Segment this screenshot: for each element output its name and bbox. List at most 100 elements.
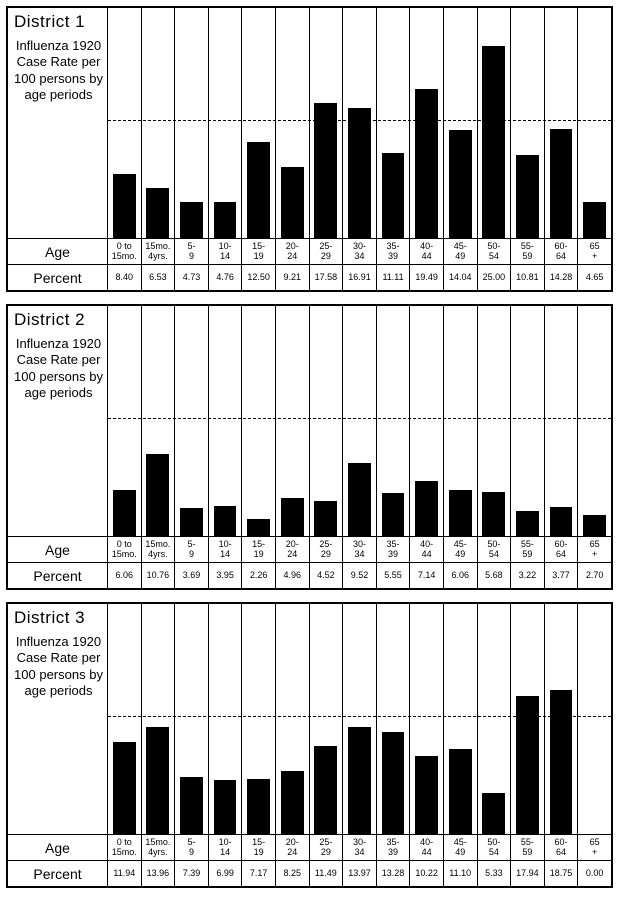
bar-column <box>377 8 411 238</box>
percent-row-label: Percent <box>8 861 108 886</box>
bar-column <box>478 8 512 238</box>
percent-cell: 3.69 <box>175 563 209 588</box>
age-cell: 45- 49 <box>444 239 478 264</box>
percent-cell: 7.17 <box>242 861 276 886</box>
age-cell: 0 to 15mo. <box>108 239 142 264</box>
bar <box>583 515 606 536</box>
age-cell: 45- 49 <box>444 537 478 562</box>
bar-column <box>310 604 344 834</box>
bar-column <box>142 604 176 834</box>
bar <box>348 108 371 238</box>
label-column: District 1Influenza 1920 Case Rate per 1… <box>8 8 108 238</box>
age-cell: 15- 19 <box>242 239 276 264</box>
percent-cell: 13.28 <box>377 861 411 886</box>
age-cell: 50- 54 <box>478 239 512 264</box>
percent-row-label: Percent <box>8 563 108 588</box>
percent-cell: 10.22 <box>410 861 444 886</box>
age-cell: 55- 59 <box>511 537 545 562</box>
percent-cell: 18.75 <box>545 861 579 886</box>
age-cell: 0 to 15mo. <box>108 835 142 860</box>
percent-cell: 16.91 <box>343 265 377 290</box>
bar-column <box>175 306 209 536</box>
age-row-label: Age <box>8 239 108 264</box>
bar <box>449 749 472 834</box>
chart-area: District 3Influenza 1920 Case Rate per 1… <box>8 604 611 834</box>
bar-column <box>175 8 209 238</box>
chart-area: District 2Influenza 1920 Case Rate per 1… <box>8 306 611 536</box>
panel-title: District 2 <box>14 310 103 330</box>
age-cell: 15mo. 4yrs. <box>142 239 176 264</box>
percent-cell: 12.50 <box>242 265 276 290</box>
bar-column <box>108 8 142 238</box>
age-cell: 15mo. 4yrs. <box>142 835 176 860</box>
bar-column <box>209 604 243 834</box>
age-cell: 60- 64 <box>545 239 579 264</box>
percent-cell: 14.28 <box>545 265 579 290</box>
percent-cell: 6.06 <box>108 563 142 588</box>
bar-column <box>478 306 512 536</box>
age-row: Age0 to 15mo.15mo. 4yrs.5- 910- 1415- 19… <box>8 536 611 562</box>
bar <box>281 167 304 238</box>
bar-column <box>545 604 579 834</box>
bar-column <box>478 604 512 834</box>
bar-column <box>242 8 276 238</box>
bar <box>146 727 169 834</box>
percent-cell: 11.49 <box>310 861 344 886</box>
label-column: District 3Influenza 1920 Case Rate per 1… <box>8 604 108 834</box>
bar <box>550 507 573 536</box>
bar-column <box>444 306 478 536</box>
bar-column <box>444 604 478 834</box>
label-column: District 2Influenza 1920 Case Rate per 1… <box>8 306 108 536</box>
percent-cell: 14.04 <box>444 265 478 290</box>
percent-cell: 3.77 <box>545 563 579 588</box>
bar-column <box>310 8 344 238</box>
age-cell: 30- 34 <box>343 537 377 562</box>
bar-column <box>209 8 243 238</box>
bar <box>382 493 405 536</box>
age-cell: 35- 39 <box>377 835 411 860</box>
age-cell: 10- 14 <box>209 239 243 264</box>
percent-row-label: Percent <box>8 265 108 290</box>
percent-cell: 4.52 <box>310 563 344 588</box>
age-cell: 35- 39 <box>377 239 411 264</box>
panel-subtitle: Influenza 1920 Case Rate per 100 persons… <box>14 38 103 103</box>
bar-column <box>209 306 243 536</box>
bar-column <box>410 8 444 238</box>
bar <box>516 155 539 238</box>
bar <box>214 506 237 536</box>
age-cell: 40- 44 <box>410 537 444 562</box>
bar <box>415 89 438 238</box>
age-cell: 55- 59 <box>511 835 545 860</box>
bars-zone <box>108 8 611 238</box>
percent-cell: 10.76 <box>142 563 176 588</box>
chart-panel: District 1Influenza 1920 Case Rate per 1… <box>6 6 613 292</box>
chart-area: District 1Influenza 1920 Case Rate per 1… <box>8 8 611 238</box>
bar-column <box>276 306 310 536</box>
age-cell: 30- 34 <box>343 239 377 264</box>
bar-column <box>511 306 545 536</box>
age-cell: 60- 64 <box>545 835 579 860</box>
bar-column <box>343 8 377 238</box>
bar <box>214 780 237 834</box>
percent-row: Percent8.406.534.734.7612.509.2117.5816.… <box>8 264 611 290</box>
age-cell: 25- 29 <box>310 537 344 562</box>
bar <box>247 519 270 536</box>
bar-column <box>511 8 545 238</box>
bar <box>180 777 203 834</box>
percent-cell: 11.10 <box>444 861 478 886</box>
bar <box>180 508 203 536</box>
bar <box>482 46 505 238</box>
bar-column <box>377 306 411 536</box>
bar <box>348 463 371 536</box>
chart-panel: District 2Influenza 1920 Case Rate per 1… <box>6 304 613 590</box>
percent-cell: 17.94 <box>511 861 545 886</box>
percent-cell: 10.81 <box>511 265 545 290</box>
bar-column <box>410 604 444 834</box>
percent-cell: 6.06 <box>444 563 478 588</box>
age-cell: 60- 64 <box>545 537 579 562</box>
age-cell: 65 + <box>578 835 611 860</box>
age-cell: 15- 19 <box>242 835 276 860</box>
age-cell: 10- 14 <box>209 537 243 562</box>
percent-cell: 4.65 <box>578 265 611 290</box>
bar <box>415 481 438 536</box>
